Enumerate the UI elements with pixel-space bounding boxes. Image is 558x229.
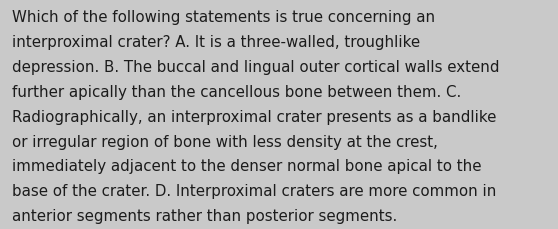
Text: anterior segments rather than posterior segments.: anterior segments rather than posterior … bbox=[12, 208, 397, 223]
Text: Radiographically, an interproximal crater presents as a bandlike: Radiographically, an interproximal crate… bbox=[12, 109, 497, 124]
Text: immediately adjacent to the denser normal bone apical to the: immediately adjacent to the denser norma… bbox=[12, 159, 482, 174]
Text: depression. B. The buccal and lingual outer cortical walls extend: depression. B. The buccal and lingual ou… bbox=[12, 60, 500, 75]
Text: base of the crater. D. Interproximal craters are more common in: base of the crater. D. Interproximal cra… bbox=[12, 183, 497, 198]
Text: Which of the following statements is true concerning an: Which of the following statements is tru… bbox=[12, 10, 435, 25]
Text: interproximal crater? A. It is a three-walled, troughlike: interproximal crater? A. It is a three-w… bbox=[12, 35, 420, 50]
Text: further apically than the cancellous bone between them. C.: further apically than the cancellous bon… bbox=[12, 85, 461, 99]
Text: or irregular region of bone with less density at the crest,: or irregular region of bone with less de… bbox=[12, 134, 438, 149]
